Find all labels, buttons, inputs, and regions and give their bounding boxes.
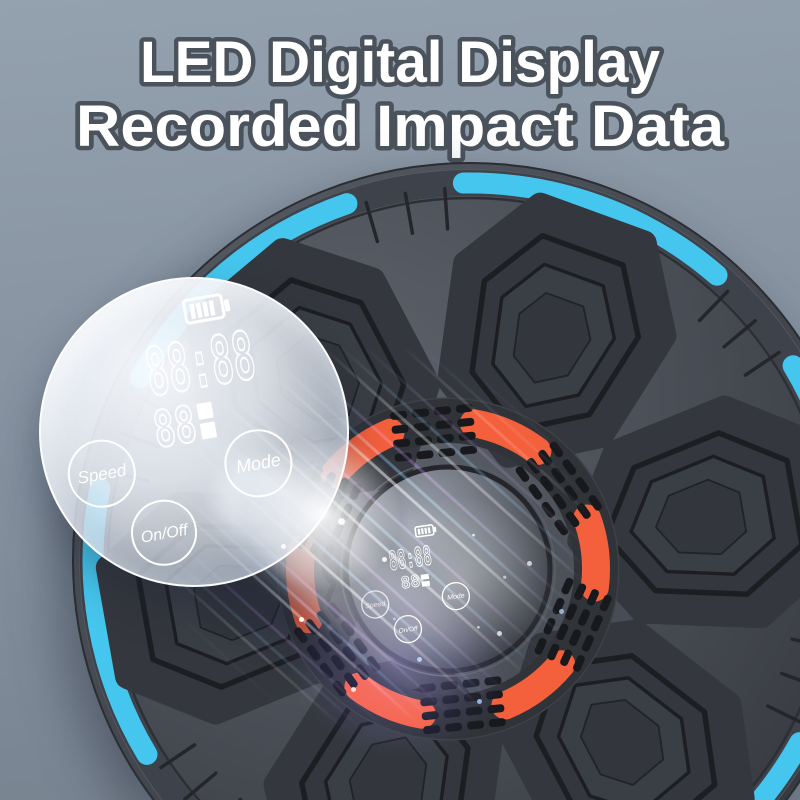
lens-battery-icon xyxy=(182,293,231,325)
device-display xyxy=(343,464,553,674)
device-hit-count: 88 xyxy=(400,571,422,592)
lens-hit-count: 88 xyxy=(149,396,201,460)
lens-mode-button: Mode xyxy=(224,429,293,498)
headline: LED Digital Display Recorded Impact Data xyxy=(72,26,730,164)
lens-time-display: 88:88 xyxy=(140,317,261,412)
count-block xyxy=(199,421,217,440)
lens-magnifier: 88:88 88 Speed Mode On/Off xyxy=(39,277,349,587)
device-time-display: 88:88 xyxy=(387,541,434,576)
lens-power-button: On/Off xyxy=(131,499,198,566)
lens-display-content: 88:88 88 Speed Mode On/Off xyxy=(67,293,293,566)
headline-line2: Recorded Impact Data xyxy=(76,94,725,159)
lens-speed-button: Speed xyxy=(67,439,136,508)
headline-line1: LED Digital Display xyxy=(140,30,660,95)
count-block xyxy=(196,401,214,420)
